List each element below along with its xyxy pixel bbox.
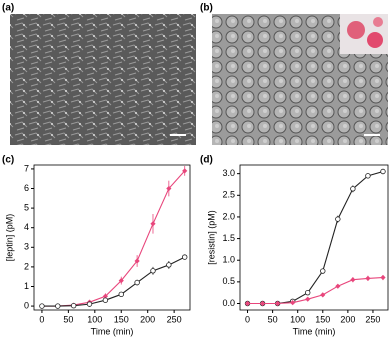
- series-line: [247, 276, 384, 305]
- x-tick-label: 100: [87, 314, 102, 324]
- y-tick-label: 1.5: [222, 233, 235, 243]
- data-point: [166, 262, 172, 268]
- y-tick-label: 0.0: [222, 298, 235, 308]
- series-line: [247, 170, 384, 305]
- y-tick-label: 3: [24, 242, 29, 252]
- data-point: [350, 277, 356, 283]
- data-point: [275, 300, 281, 307]
- plot-frame: [239, 164, 389, 311]
- plot-frame: [33, 164, 191, 311]
- data-point: [166, 185, 172, 192]
- x-tick-label: 250: [167, 314, 182, 324]
- x-tick-label: 0: [39, 314, 44, 324]
- data-point: [102, 297, 109, 303]
- data-point: [70, 302, 77, 309]
- y-tick-label: 7: [24, 163, 29, 173]
- data-point: [134, 258, 140, 264]
- data-point: [86, 301, 93, 307]
- x-tick-label: 0: [245, 314, 250, 324]
- panel-label: (c): [2, 155, 14, 166]
- y-tick-label: 0: [24, 300, 29, 310]
- data-point: [39, 303, 45, 309]
- y-tick-label: 2.5: [222, 190, 235, 200]
- data-point: [335, 216, 341, 222]
- y-tick-label: 0.5: [222, 276, 235, 286]
- data-point: [259, 300, 266, 307]
- series-line: [41, 256, 185, 307]
- data-point: [305, 289, 311, 296]
- data-point: [55, 303, 61, 309]
- data-point: [380, 274, 386, 281]
- data-point: [350, 186, 356, 192]
- x-tick-label: 200: [140, 314, 155, 324]
- x-tick-label: 50: [63, 314, 73, 324]
- data-point: [118, 278, 124, 284]
- inset-stain: [373, 17, 383, 27]
- y-tick-label: 5: [24, 202, 29, 212]
- y-tick-label: 6: [24, 183, 29, 193]
- data-point: [380, 168, 386, 175]
- y-tick-label: 4: [24, 222, 29, 232]
- y-tick-label: 2: [24, 261, 29, 271]
- y-tick-label: 3.0: [222, 168, 235, 178]
- data-point: [365, 173, 371, 179]
- y-axis-label: [leptin] (pM): [4, 214, 14, 262]
- x-tick-label: 50: [268, 314, 278, 324]
- data-point: [150, 268, 156, 274]
- x-tick-label: 150: [114, 314, 129, 324]
- x-axis-label: Time (min): [91, 326, 134, 336]
- data-point: [290, 300, 296, 306]
- data-point: [182, 168, 188, 174]
- data-point: [335, 283, 341, 289]
- data-point: [134, 279, 140, 286]
- y-axis-label: [resistin] (pM): [206, 210, 216, 265]
- inset-stain: [347, 21, 365, 39]
- panel-label: (b): [200, 3, 213, 14]
- data-point: [118, 291, 124, 298]
- y-tick-label: 2.0: [222, 211, 235, 221]
- data-point: [305, 296, 311, 302]
- x-tick-label: 100: [290, 314, 305, 324]
- series-line: [41, 170, 186, 307]
- data-point: [320, 268, 326, 274]
- y-tick-label: 1.0: [222, 255, 235, 265]
- y-tick-label: 1: [24, 281, 29, 291]
- inset-stain: [367, 32, 383, 48]
- data-point: [102, 293, 108, 299]
- x-tick-label: 200: [340, 314, 355, 324]
- data-point: [320, 292, 326, 298]
- panel-label: (d): [200, 155, 213, 166]
- micrograph: [10, 14, 196, 145]
- data-point: [365, 275, 371, 282]
- panel-label: (a): [2, 3, 14, 14]
- x-tick-label: 250: [365, 314, 380, 324]
- x-tick-label: 150: [315, 314, 330, 324]
- x-axis-label: Time (min): [293, 326, 336, 336]
- data-point: [244, 300, 251, 307]
- data-point: [150, 221, 156, 227]
- data-point: [182, 254, 188, 260]
